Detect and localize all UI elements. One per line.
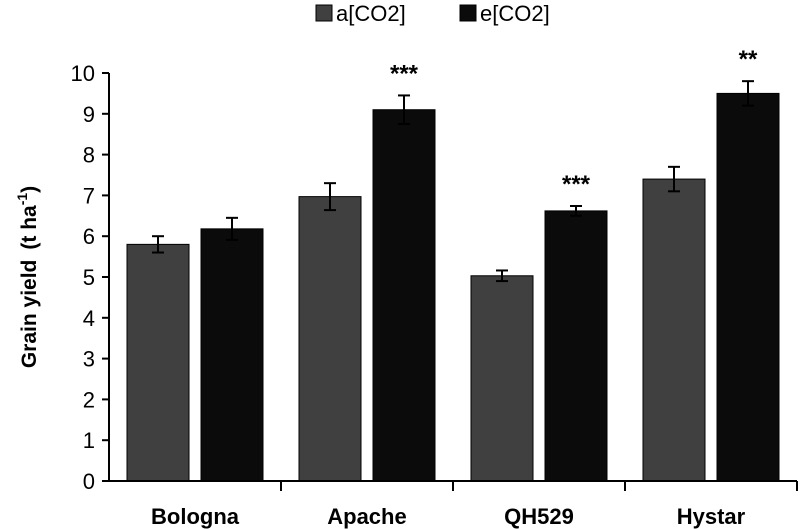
category-label-apache: Apache xyxy=(327,504,406,529)
legend-swatch-e-co2 xyxy=(460,5,476,21)
legend: a[CO2] e[CO2] xyxy=(316,1,550,26)
bar-e-co2-qh529 xyxy=(545,211,607,481)
bar-e-co2-apache xyxy=(373,110,435,481)
legend-label-a-co2: a[CO2] xyxy=(336,1,406,26)
category-label-hystar: Hystar xyxy=(677,504,746,529)
y-tick-label: 2 xyxy=(83,387,95,412)
bar-e-co2-hystar xyxy=(717,93,779,481)
legend-label-e-co2: e[CO2] xyxy=(480,1,550,26)
bar-a-co2-bologna xyxy=(127,244,189,481)
significance-label: *** xyxy=(562,171,591,198)
y-axis-ticks: 0 1 2 3 4 5 6 7 8 9 10 xyxy=(71,61,109,494)
significance-annotations: ******** xyxy=(390,46,758,198)
y-tick-label: 7 xyxy=(83,183,95,208)
y-axis-title-main: Grain yield xyxy=(18,260,41,369)
bar-a-co2-hystar xyxy=(643,179,705,481)
bar-a-co2-apache xyxy=(299,197,361,481)
category-labels: Bologna Apache QH529 Hystar xyxy=(151,504,746,529)
y-tick-label: 4 xyxy=(83,306,95,331)
y-axis-title-unit-sup: -1 xyxy=(14,193,30,206)
legend-swatch-a-co2 xyxy=(316,5,332,21)
category-label-bologna: Bologna xyxy=(151,504,240,529)
y-tick-label: 1 xyxy=(83,428,95,453)
y-tick-label: 3 xyxy=(83,347,95,372)
significance-label: ** xyxy=(739,46,758,73)
bar-e-co2-bologna xyxy=(201,229,263,481)
y-tick-label: 9 xyxy=(83,102,95,127)
bars xyxy=(127,93,779,481)
y-tick-label: 8 xyxy=(83,143,95,168)
bar-a-co2-qh529 xyxy=(471,276,533,481)
y-tick-label: 6 xyxy=(83,224,95,249)
y-tick-label: 0 xyxy=(83,469,95,494)
significance-label: *** xyxy=(390,60,419,87)
y-axis-title-unit-close: ) xyxy=(18,186,41,193)
y-tick-label: 5 xyxy=(83,265,95,290)
y-axis-title-text: Grain yield (t ha-1) xyxy=(14,186,41,368)
category-label-qh529: QH529 xyxy=(504,504,574,529)
y-tick-label: 10 xyxy=(71,61,95,86)
y-axis-title-unit: (t ha xyxy=(18,205,41,250)
y-axis-title: Grain yield (t ha-1) xyxy=(14,186,41,368)
